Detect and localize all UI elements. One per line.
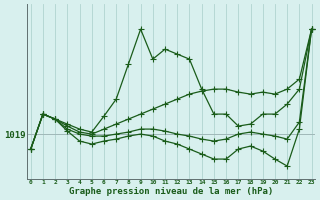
X-axis label: Graphe pression niveau de la mer (hPa): Graphe pression niveau de la mer (hPa)	[69, 187, 273, 196]
